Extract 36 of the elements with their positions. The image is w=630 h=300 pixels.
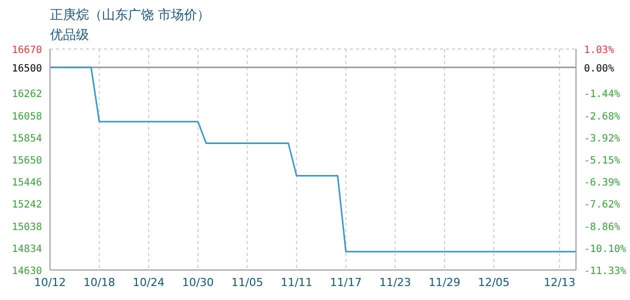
y2-tick-label: -11.33% [584, 266, 626, 277]
y2-tick-label: 0.00% [584, 63, 614, 74]
x-tick-label: 10/30 [182, 276, 214, 289]
x-tick-label: 11/17 [330, 276, 362, 289]
y2-tick-label: -10.10% [584, 244, 626, 256]
y-tick-label: 16058 [12, 111, 42, 122]
x-tick-label: 12/05 [478, 276, 510, 289]
x-tick-label: 10/12 [34, 276, 66, 289]
y2-tick-label: -6.39% [584, 178, 620, 189]
y2-tick-label: -2.68% [584, 111, 620, 122]
x-tick-label: 11/29 [428, 276, 460, 289]
x-tick-label: 11/05 [231, 276, 264, 289]
x-tick-label: 10/24 [132, 276, 164, 289]
chart-title: 正庚烷（山东广饶 市场价） [50, 7, 210, 24]
y2-tick-label: -5.15% [584, 156, 620, 166]
chart-subtitle: 优品级 [50, 27, 89, 44]
y-tick-label: 15038 [12, 222, 42, 233]
y-tick-label: 16262 [12, 89, 42, 100]
y-tick-label: 16500 [12, 63, 42, 74]
x-tick-label: 11/23 [379, 276, 412, 289]
x-tick-label: 12/13 [544, 276, 576, 289]
y2-tick-label: 1.03% [584, 45, 614, 56]
y-tick-label: 14834 [12, 244, 42, 255]
y-tick-label: 15242 [12, 200, 42, 211]
x-tick-label: 11/11 [280, 276, 312, 289]
y2-tick-label: -1.44% [584, 89, 620, 100]
line-series [50, 66, 576, 252]
y2-tick-label: -8.86% [584, 222, 620, 233]
y-tick-label: 15854 [12, 133, 42, 144]
y-tick-label: 14630 [12, 266, 42, 277]
x-tick-label: 10/18 [83, 276, 116, 289]
y-tick-label: 15650 [12, 156, 42, 166]
y-tick-label: 15446 [12, 178, 42, 189]
y2-tick-label: -3.92% [584, 134, 620, 145]
y2-tick-label: -7.62% [584, 200, 620, 211]
y-tick-label: 16670 [12, 45, 42, 56]
